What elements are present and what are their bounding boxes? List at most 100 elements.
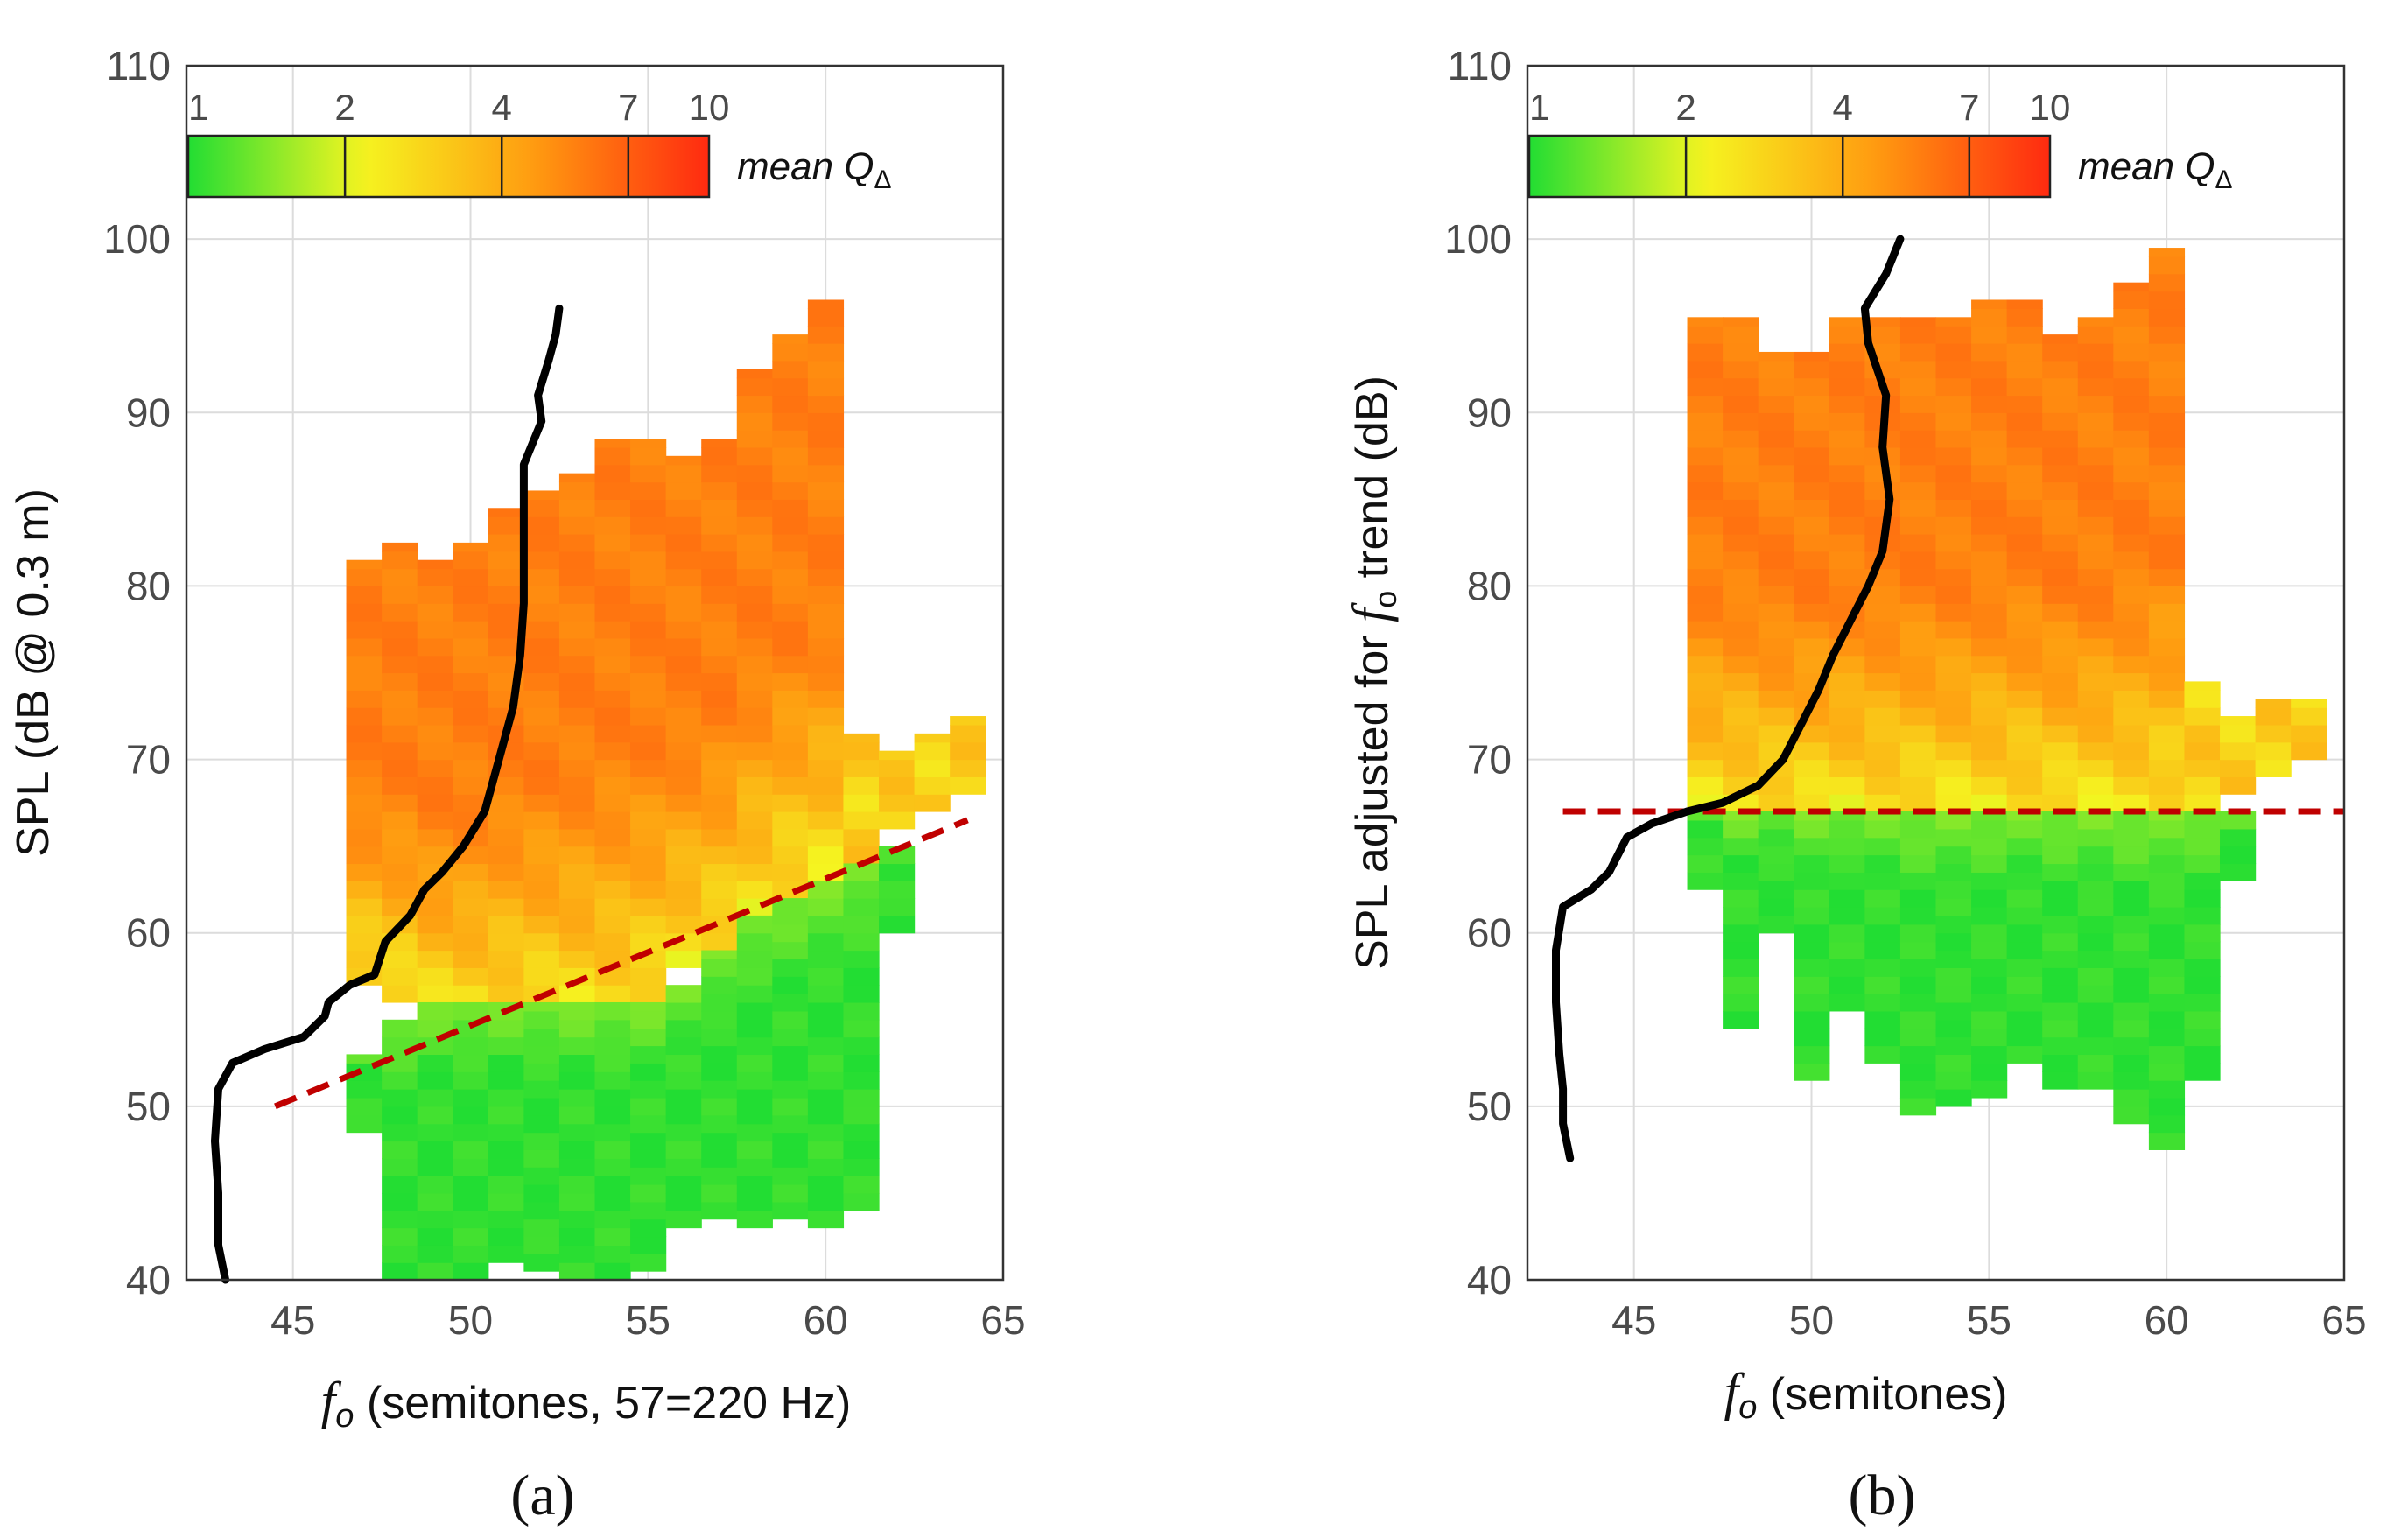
panel-a-cell-553 — [594, 1176, 631, 1194]
panel-b-cell-557 — [2006, 941, 2043, 960]
panel-b-cell-458 — [1794, 1028, 1830, 1047]
panel-a-cell-627 — [736, 915, 773, 934]
panel-a-cell-669 — [843, 1158, 880, 1176]
panel-a-cell-169 — [558, 985, 596, 1003]
panel-a-cell-201 — [594, 985, 631, 1003]
panel-b-cell-360 — [2113, 533, 2150, 552]
panel-b-cell-427 — [2291, 741, 2327, 761]
panel-b-cell-50 — [1723, 430, 1759, 448]
panel-a-cell-48 — [382, 586, 418, 604]
panel-b-cell-111 — [1794, 351, 1830, 362]
panel-a-cell-333 — [736, 794, 773, 812]
panel-a-cell-179 — [558, 811, 596, 830]
panel-b-cell-391 — [2148, 533, 2186, 552]
panel-b-cell-566 — [2042, 1071, 2079, 1090]
panel-a-cell-387 — [772, 395, 809, 413]
panel-a-cell-629 — [772, 1184, 809, 1203]
panel-a-cell-56 — [417, 932, 453, 952]
panel-a-cell-493 — [453, 1123, 489, 1142]
panel-a-cell-502 — [488, 1227, 524, 1246]
panel-a-cell-142 — [523, 915, 560, 934]
panel-a-cell-308 — [701, 741, 738, 761]
panel-a-x-tick-2: 55 — [626, 1297, 670, 1343]
panel-b-cell-647 — [2184, 872, 2221, 890]
panel-b-cell-560 — [2006, 889, 2043, 908]
panel-a-cell-590 — [665, 1036, 702, 1056]
panel-a-cell-235 — [630, 967, 667, 986]
panel-b-cell-632 — [2148, 854, 2186, 873]
panel-b-cell-38 — [1723, 637, 1759, 657]
panel-a-cell-376 — [772, 586, 809, 604]
panel-a-cell-289 — [665, 568, 702, 587]
panel-a-cell-267 — [665, 950, 702, 968]
panel-a-cell-445 — [950, 759, 986, 777]
panel-a-colorbar-tick-3: 7 — [618, 87, 638, 128]
panel-b-cell-392 — [2148, 516, 2186, 535]
panel-b-cell-409 — [2184, 794, 2221, 812]
panel-a-cell-290 — [665, 551, 702, 570]
panel-b-cell-195 — [1899, 360, 1937, 379]
panel-a-cell-71 — [417, 672, 453, 691]
panel-b-cell-286 — [2006, 308, 2043, 327]
panel-b-cell-434 — [1687, 819, 1724, 839]
panel-b-cell-368 — [2113, 395, 2150, 413]
panel-b-cell-333 — [2077, 499, 2114, 517]
panel-a-cell-53 — [417, 985, 453, 1003]
panel-a-cell-5 — [346, 881, 383, 899]
panel-b-cell-625 — [2148, 976, 2186, 994]
panel-b-cell-461 — [1794, 976, 1830, 994]
panel-a-cell-329 — [736, 863, 773, 881]
panel-b-cell-114 — [1829, 759, 1865, 777]
panel-a-cell-277 — [665, 776, 702, 795]
panel-a-cell-528 — [523, 1045, 560, 1064]
panel-a-cell-687 — [879, 915, 916, 934]
panel-a-cell-511 — [488, 1071, 524, 1090]
panel-b-cell-305 — [2042, 499, 2079, 517]
panel-a-cell-164 — [523, 533, 560, 552]
panel-a-cell-110 — [488, 950, 524, 968]
panel-b-cell-514 — [1899, 837, 1937, 856]
panel-a-cell-383 — [772, 464, 809, 483]
panel-a-cell-371 — [772, 672, 809, 691]
panel-a-cell-411 — [807, 533, 845, 552]
panel-b-cell-456 — [1794, 1063, 1830, 1081]
panel-a-cell-613 — [736, 1158, 773, 1176]
panel-b-cell-184 — [1899, 551, 1937, 570]
panel-b-cell-170 — [1899, 794, 1937, 812]
panel-b-cell-313 — [2042, 360, 2079, 379]
panel-a-cell-99 — [453, 655, 489, 674]
panel-b-cell-253 — [1971, 360, 2008, 379]
panel-a-cell-608 — [701, 959, 738, 977]
panel-a-cell-27 — [382, 950, 418, 968]
panel-b-cell-57 — [1723, 317, 1759, 327]
panel-a-cell-610 — [736, 1210, 773, 1229]
panel-a-cell-237 — [630, 932, 667, 952]
panel-b-y-axis-label-pre: SPL adjusted for — [1347, 622, 1398, 970]
panel-a-cell-414 — [807, 481, 845, 500]
panel-b-cell-285 — [2006, 326, 2043, 344]
panel-b-cell-526 — [1935, 932, 1972, 952]
panel-b-x-tick-4: 65 — [2321, 1297, 2366, 1343]
panel-b-lines — [1552, 235, 2344, 1162]
panel-a-cell-563 — [594, 1001, 631, 1021]
panel-a-cell-357 — [736, 377, 773, 397]
panel-a-cell-662 — [807, 950, 845, 968]
panel-a-cell-330 — [736, 846, 773, 865]
panel-a-cell-323 — [701, 481, 738, 500]
panel-a-cell-147 — [523, 828, 560, 847]
panel-a-cell-130 — [488, 603, 524, 622]
panel-a-cell-447 — [950, 724, 986, 743]
panel-a-cell-364 — [772, 794, 809, 812]
panel-b-cell-611 — [2113, 881, 2150, 899]
panel-b-cell-489 — [1864, 959, 1901, 977]
panel-a-cell-133 — [488, 551, 524, 570]
panel-a-cell-167 — [523, 490, 560, 500]
panel-b-cell-564 — [2006, 819, 2043, 839]
panel-b-cell-49 — [1723, 446, 1759, 466]
panel-a-cell-531 — [523, 1001, 560, 1012]
panel-a-cell-401 — [807, 707, 845, 726]
panel-b-cell-307 — [2042, 464, 2079, 483]
panel-b-cell-648 — [2184, 854, 2221, 873]
panel-b-cell-419 — [2220, 741, 2257, 761]
panel-a-cell-42 — [382, 690, 418, 708]
